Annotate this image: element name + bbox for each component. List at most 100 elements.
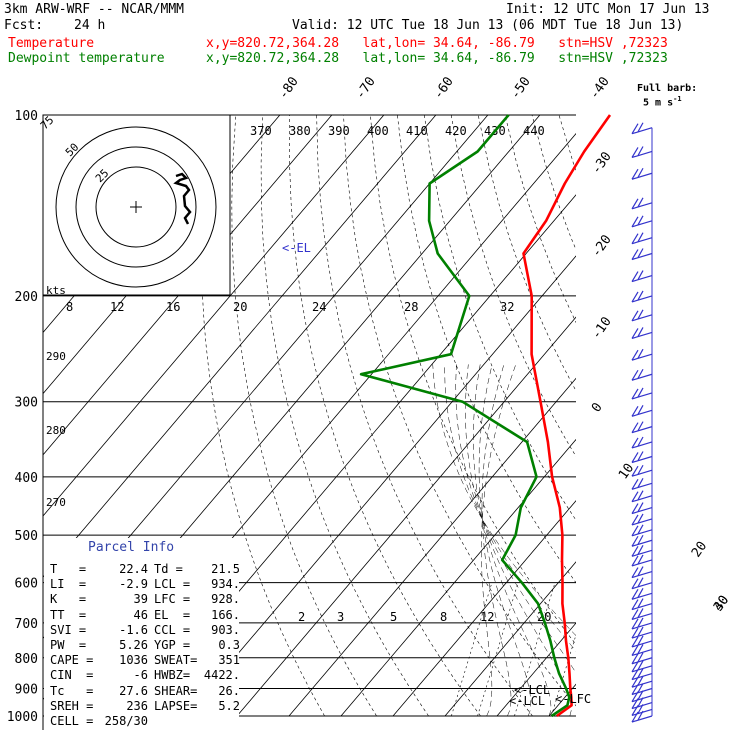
dry-adiabat [721, 115, 740, 716]
theta-label: 420 [445, 124, 467, 138]
parcel-info-cell: LFC = [154, 592, 191, 607]
wind-barb-staff [631, 518, 653, 526]
wind-barb-staff [631, 202, 653, 210]
mixing-ratio-label: 16 [166, 300, 180, 314]
mixing-ratio-label: 8 [440, 610, 447, 624]
theta-label: 370 [250, 124, 272, 138]
wind-barb-flag [631, 627, 639, 639]
mixing-ratio-line [628, 583, 669, 716]
wind-barb-flag [631, 525, 639, 537]
temperature-profile [522, 114, 612, 718]
wind-barb [631, 248, 653, 261]
wind-barb [631, 421, 653, 434]
mixing-ratio-label: 12 [110, 300, 124, 314]
wind-barb [631, 167, 653, 180]
wind-barb-staff [631, 622, 653, 630]
theta-label: 410 [406, 124, 428, 138]
dry-adiabat [694, 115, 740, 716]
parcel-info-cell: 22.4 [119, 562, 148, 576]
parcel-info-cell: Tc = [50, 683, 94, 698]
moist-adiabat [481, 364, 512, 717]
wind-barb-staff [631, 559, 653, 567]
wind-barb-flag [631, 369, 639, 381]
wind-barb-flag [631, 555, 639, 567]
wind-barb-flag [631, 310, 639, 322]
wind-barb [631, 215, 653, 228]
wind-barb-staff [631, 455, 653, 464]
wind-barb-flag [637, 387, 644, 398]
wind-barb [631, 554, 653, 567]
isotherm-line [43, 115, 385, 517]
isotherm-label: -60 [431, 74, 457, 102]
wind-barb [631, 387, 653, 400]
theta-label: 390 [328, 124, 350, 138]
wind-barb [631, 608, 653, 620]
wind-barb [631, 477, 653, 490]
wind-barb [631, 566, 653, 579]
annotation-label: <-LCL [514, 683, 550, 697]
dry-adiabat [231, 115, 377, 717]
pressure-label: 500 [15, 529, 38, 544]
parcel-info-cell: 903. [211, 622, 240, 637]
parcel-info-row: TT = 46 EL = 166. [50, 608, 240, 623]
hodograph-ring-25 [95, 166, 177, 248]
wind-barb-flag [631, 545, 639, 557]
wind-barb-flag [631, 691, 639, 702]
wind-barb-flag [631, 233, 639, 244]
wind-barb-flag [631, 645, 639, 656]
wind-barb-flag [637, 588, 644, 598]
wind-barb-staff [631, 353, 653, 361]
wind-barb-staff [631, 220, 653, 228]
parcel-info-row: SREH = 236 LAPSE= 5.2 [50, 699, 240, 714]
parcel-info-cell: 46 [133, 607, 148, 622]
wind-barb-flag [631, 705, 639, 716]
wind-barb-flag [631, 609, 639, 620]
model-title: 3km ARW-WRF -- NCAR/MMM [4, 2, 185, 17]
wind-barb-flag [631, 198, 639, 210]
theta-label: 380 [289, 124, 311, 138]
wind-barb [631, 327, 653, 339]
wind-barb-flag [631, 147, 639, 158]
wind-barb-flag [637, 697, 644, 707]
wind-barb [631, 122, 653, 135]
wind-barb-flag [631, 589, 639, 600]
parcel-info-cell: -2.9 [119, 577, 148, 592]
wind-barb [631, 290, 653, 303]
isotherm-line [496, 622, 576, 717]
wind-barb-staff [631, 665, 653, 673]
wind-barb-flag [631, 618, 639, 630]
parcel-info-cell: SHEAR= [154, 683, 198, 698]
wind-barb-flag [631, 676, 639, 688]
wind-barb [631, 309, 653, 322]
wind-barb-staff [631, 482, 653, 490]
wind-barb-flag [631, 216, 639, 228]
wind-barb [631, 635, 653, 648]
dry-adiabat [370, 115, 576, 646]
hodograph-center [130, 201, 142, 213]
wind-barb-flag [631, 478, 639, 490]
wind-barb-flag [637, 477, 644, 488]
parcel-info-cell: 934. [211, 577, 240, 592]
wind-barb-flag [637, 270, 644, 280]
pressure-label: 1000 [7, 710, 38, 725]
wind-barb-flag [637, 290, 644, 301]
isotherm-line [43, 115, 333, 456]
dew-line-line [359, 114, 571, 718]
isotherm-label: -20 [589, 232, 615, 260]
theta-e-label: 270 [46, 496, 66, 509]
wind-barb-staff [631, 715, 653, 723]
annotation-label: <-EL [282, 241, 311, 255]
wind-barb-flag [631, 491, 639, 503]
parcel-info-cell: Td = [154, 562, 183, 576]
parcel-info-cell: CAPE = [50, 653, 94, 668]
parcel-info-cell: 236 [126, 698, 148, 713]
wind-barb-flag [631, 578, 639, 589]
parcel-info-cell: 0.3 [218, 637, 240, 652]
wind-barb-flag [631, 422, 639, 433]
parcel-info-cell: CELL = [50, 713, 94, 728]
parcel-info-cell: 4422. [203, 668, 240, 683]
wind-barb-flag [637, 436, 644, 447]
dry-adiabat [260, 115, 429, 717]
isotherm-label: 0 [589, 400, 606, 415]
